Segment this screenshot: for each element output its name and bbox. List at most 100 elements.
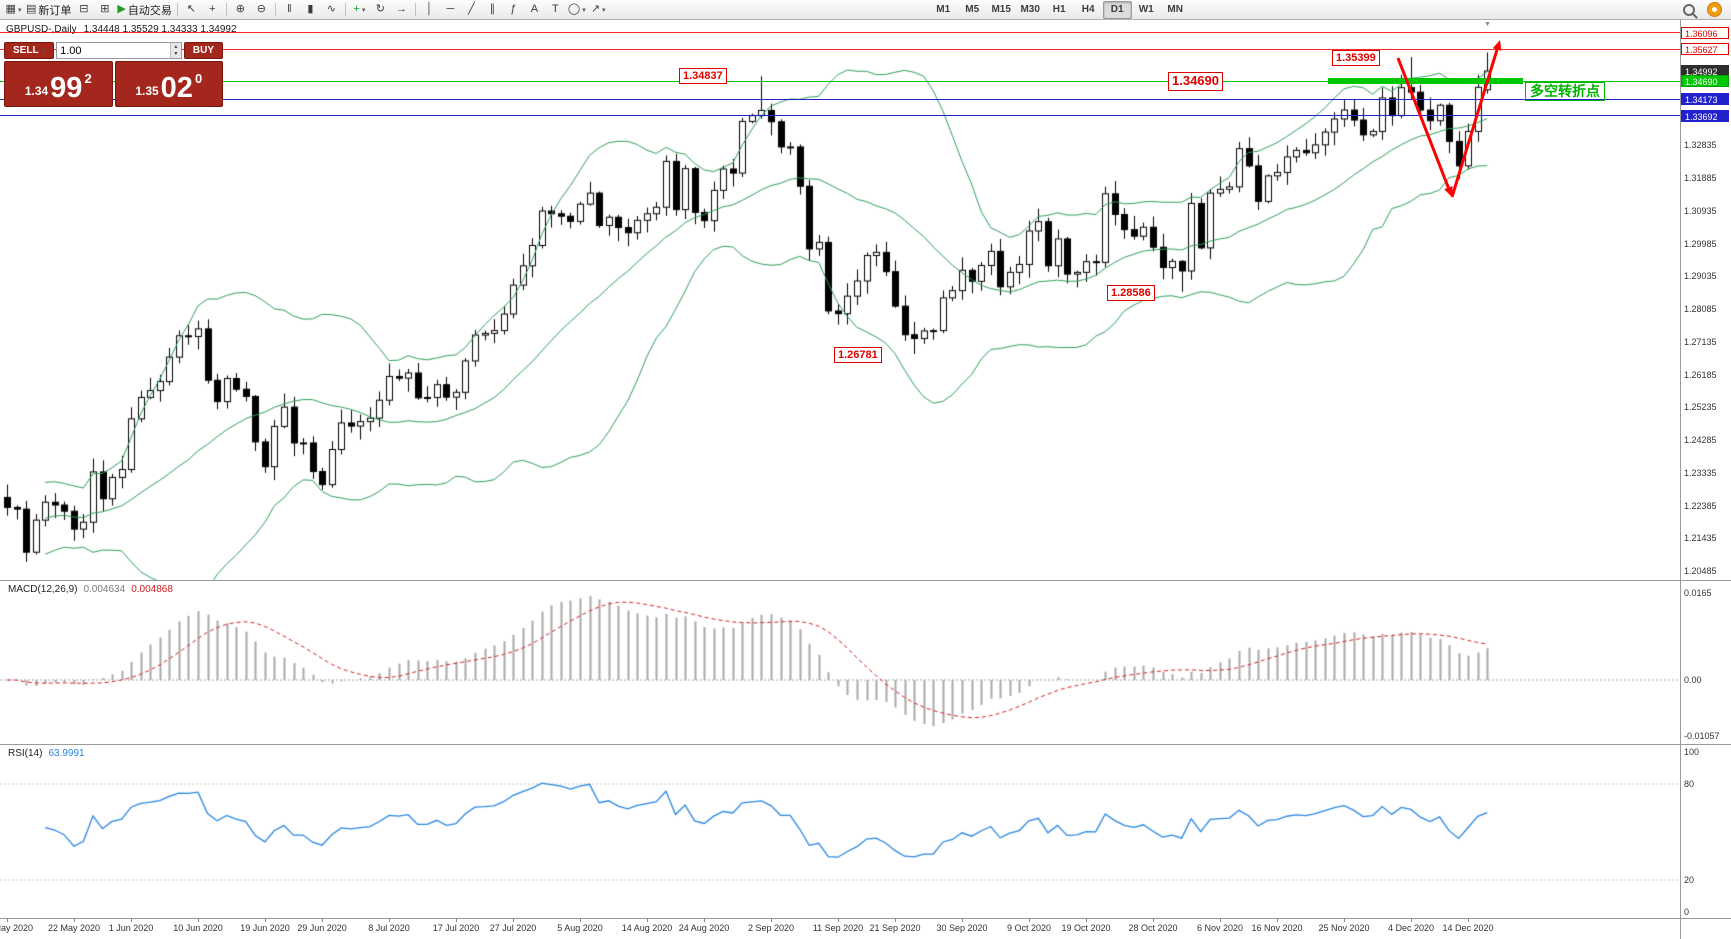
label-icon: T (552, 3, 559, 15)
crosshair-button[interactable]: + (202, 2, 223, 18)
chart-shift-button[interactable]: → (391, 2, 412, 18)
date-tick (456, 918, 457, 922)
vertical-line-icon: │ (425, 3, 433, 15)
date-label: 24 Aug 2020 (678, 923, 730, 933)
volume-down-button[interactable]: ▾ (174, 50, 178, 57)
horizontal-line-1.36096[interactable] (0, 32, 1680, 33)
price-tick: 1.30935 (1684, 206, 1717, 216)
autotrading-button[interactable]: ▶ 自动交易 (115, 2, 173, 18)
dropdown-arrow-icon: ▾ (17, 6, 22, 14)
indicators-button[interactable]: + ▾ (349, 2, 370, 18)
navigator-icon: ⊞ (100, 3, 110, 15)
timeframe-m15-button[interactable]: M15 (991, 4, 1011, 15)
fibonacci-button[interactable]: ƒ (503, 2, 524, 18)
sell-price-big: 99 (50, 72, 83, 105)
candlestick-chart-button[interactable]: ▮ (300, 2, 321, 18)
zoom-in-button[interactable]: ⊕ (230, 2, 251, 18)
timeframe-h1-button[interactable]: H1 (1052, 4, 1066, 15)
timeframe-w1-button[interactable]: W1 (1138, 4, 1154, 15)
price-tick: 1.22385 (1684, 501, 1717, 511)
sell-dropdown-button[interactable]: SELL ▾ (4, 42, 55, 59)
trendline-button[interactable]: ╱ (461, 2, 482, 18)
date-label: 30 Sep 2020 (936, 923, 988, 933)
horizontal-line-1.33692[interactable] (0, 115, 1680, 116)
date-tick (322, 918, 323, 922)
buy-small-label: BUY (192, 45, 214, 56)
cursor-button[interactable]: ↖ (181, 2, 202, 18)
text-button[interactable]: A (524, 2, 545, 18)
line-chart-button[interactable]: ∿ (321, 2, 342, 18)
horizontal-line-1.35627[interactable] (0, 49, 1680, 50)
price-annotation-label[interactable]: 1.35399 (1332, 50, 1380, 67)
market-watch-button[interactable]: ⊟ (73, 2, 94, 18)
volume-up-button[interactable]: ▴ (174, 43, 178, 50)
timeframe-mn-button[interactable]: MN (1167, 4, 1183, 15)
new-chart-button[interactable]: ▦ ▾ (3, 2, 24, 18)
autotrading-icon: ▶ (117, 3, 126, 15)
channel-button[interactable]: ∥ (482, 2, 503, 18)
sell-price-sup: 2 (84, 71, 92, 86)
crosshair-icon: + (209, 3, 216, 15)
date-label: 8 Jul 2020 (368, 923, 410, 933)
macd-axis-label: 0.00 (1684, 675, 1702, 685)
buy-small-button[interactable]: BUY (183, 42, 223, 59)
timeframe-d1-button[interactable]: D1 (1102, 0, 1132, 19)
macd-axis-label: 0.0165 (1684, 588, 1712, 598)
price-annotation-label[interactable]: 1.28586 (1107, 285, 1155, 302)
search-icon[interactable] (1683, 3, 1695, 16)
timeframe-m1-button[interactable]: M1 (936, 4, 951, 15)
sell-button[interactable]: 1.34 99 2 (4, 61, 113, 107)
autoscroll-button[interactable]: ↻ (370, 2, 391, 18)
price-axis-label-1.36096: 1.36096 (1681, 27, 1729, 39)
date-label: 4 Dec 2020 (1387, 923, 1435, 933)
shapes-button[interactable]: ◯ ▾ (566, 2, 588, 18)
date-label: 29 Jun 2020 (297, 923, 347, 933)
horizontal-line-1.34173[interactable] (0, 99, 1680, 100)
date-tick (1344, 918, 1345, 922)
bar-chart-button[interactable]: ‖ (279, 2, 300, 18)
macd-axis-label: -0.01057 (1684, 731, 1720, 741)
horizontal-line-button[interactable]: ─ (440, 2, 461, 18)
arrow-tool-button[interactable]: ↗ ▾ (588, 2, 609, 18)
buy-price-sup: 0 (194, 71, 203, 86)
volume-input[interactable] (57, 43, 170, 58)
date-label: 11 Sep 2020 (812, 923, 864, 933)
sell-small-label: SELL (13, 45, 39, 56)
navigator-button[interactable]: ⊞ (94, 2, 115, 18)
macd-panel-separator[interactable] (0, 580, 1731, 581)
horizontal-line-1.3469[interactable] (0, 81, 1680, 82)
new-order-button-label: 新订单 (38, 4, 72, 17)
support-bar[interactable] (1328, 78, 1523, 84)
timeframe-m5-button[interactable]: M5 (965, 4, 980, 15)
zoom-out-icon: ⊖ (256, 3, 266, 15)
chart-shift-marker[interactable]: ▼ (1484, 21, 1491, 28)
community-icon[interactable] (1707, 2, 1722, 17)
rsi-label: RSI(14) 63.9991 (8, 748, 85, 759)
price-annotation-label[interactable]: 1.34690 (1168, 72, 1223, 91)
channel-icon: ∥ (489, 3, 496, 15)
timeframe-m30-button[interactable]: M30 (1020, 4, 1040, 15)
rsi-panel-separator[interactable] (0, 744, 1731, 745)
toolbar-separator (344, 3, 346, 16)
price-axis-label-1.35627: 1.35627 (1681, 43, 1729, 55)
price-tick: 1.24285 (1684, 435, 1717, 445)
price-tick: 1.29035 (1684, 271, 1717, 281)
macd-signal-value: 0.004868 (131, 584, 173, 595)
new-order-button[interactable]: ▤ 新订单 (24, 2, 73, 18)
date-label: 2 Sep 2020 (747, 923, 795, 933)
indicators-icon: + (353, 3, 360, 15)
date-tick (198, 918, 199, 922)
turning-point-note[interactable]: 多空转折点 (1525, 82, 1605, 101)
date-tick (704, 918, 705, 922)
label-button[interactable]: T (545, 2, 566, 18)
dropdown-arrow-icon: ▾ (582, 6, 586, 14)
buy-button[interactable]: 1.35 02 0 (114, 61, 223, 107)
timeframe-h4-button[interactable]: H4 (1081, 4, 1095, 15)
price-annotation-label[interactable]: 1.26781 (834, 347, 882, 364)
vertical-line-button[interactable]: │ (419, 2, 440, 18)
price-annotation-label[interactable]: 1.34837 (679, 68, 727, 85)
date-label: 16 Nov 2020 (1251, 923, 1303, 933)
zoom-out-button[interactable]: ⊖ (251, 2, 272, 18)
fibonacci-icon: ƒ (510, 3, 517, 15)
